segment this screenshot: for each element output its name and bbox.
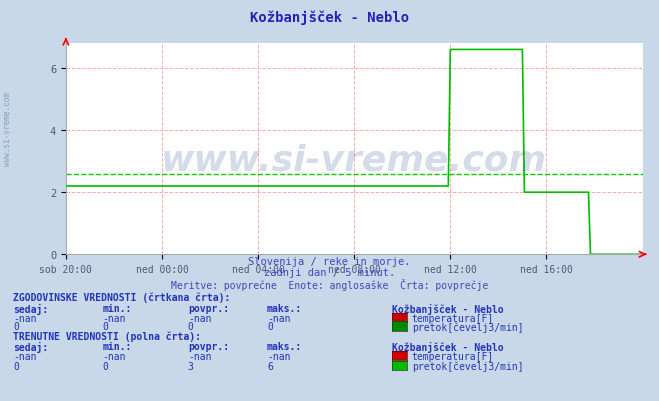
Text: pretok[čevelj3/min]: pretok[čevelj3/min]	[412, 322, 523, 332]
Text: min.:: min.:	[102, 341, 132, 351]
Text: sedaj:: sedaj:	[13, 341, 48, 352]
Text: ZGODOVINSKE VREDNOSTI (črtkana črta):: ZGODOVINSKE VREDNOSTI (črtkana črta):	[13, 292, 231, 302]
Text: temperatura[F]: temperatura[F]	[412, 313, 494, 323]
Text: 0: 0	[188, 322, 194, 332]
Text: -nan: -nan	[188, 351, 212, 361]
Text: sedaj:: sedaj:	[13, 303, 48, 314]
Text: temperatura[F]: temperatura[F]	[412, 351, 494, 361]
Text: Kožbanjšček - Neblo: Kožbanjšček - Neblo	[392, 303, 503, 314]
Text: 0: 0	[102, 322, 108, 332]
Text: TRENUTNE VREDNOSTI (polna črta):: TRENUTNE VREDNOSTI (polna črta):	[13, 331, 201, 341]
Text: -nan: -nan	[102, 313, 126, 323]
Text: -nan: -nan	[13, 351, 37, 361]
Text: 0: 0	[267, 322, 273, 332]
Text: 3: 3	[188, 361, 194, 371]
Text: 0: 0	[13, 361, 19, 371]
Text: pretok[čevelj3/min]: pretok[čevelj3/min]	[412, 361, 523, 371]
Text: -nan: -nan	[188, 313, 212, 323]
Text: Kožbanjšček - Neblo: Kožbanjšček - Neblo	[392, 341, 503, 352]
Text: 0: 0	[13, 322, 19, 332]
Text: www.si-vreme.com: www.si-vreme.com	[3, 91, 13, 165]
Text: -nan: -nan	[267, 313, 291, 323]
Text: Slovenija / reke in morje.: Slovenija / reke in morje.	[248, 257, 411, 267]
Text: zadnji dan / 5 minut.: zadnji dan / 5 minut.	[264, 267, 395, 277]
Text: maks.:: maks.:	[267, 303, 302, 313]
Text: www.si-vreme.com: www.si-vreme.com	[161, 143, 547, 177]
Text: 0: 0	[102, 361, 108, 371]
Text: Meritve: povprečne  Enote: anglosaške  Črta: povprečje: Meritve: povprečne Enote: anglosaške Črt…	[171, 278, 488, 290]
Text: min.:: min.:	[102, 303, 132, 313]
Text: maks.:: maks.:	[267, 341, 302, 351]
Text: povpr.:: povpr.:	[188, 341, 229, 351]
Text: Kožbanjšček - Neblo: Kožbanjšček - Neblo	[250, 10, 409, 24]
Text: 6: 6	[267, 361, 273, 371]
Text: -nan: -nan	[13, 313, 37, 323]
Text: -nan: -nan	[267, 351, 291, 361]
Text: povpr.:: povpr.:	[188, 303, 229, 313]
Text: -nan: -nan	[102, 351, 126, 361]
